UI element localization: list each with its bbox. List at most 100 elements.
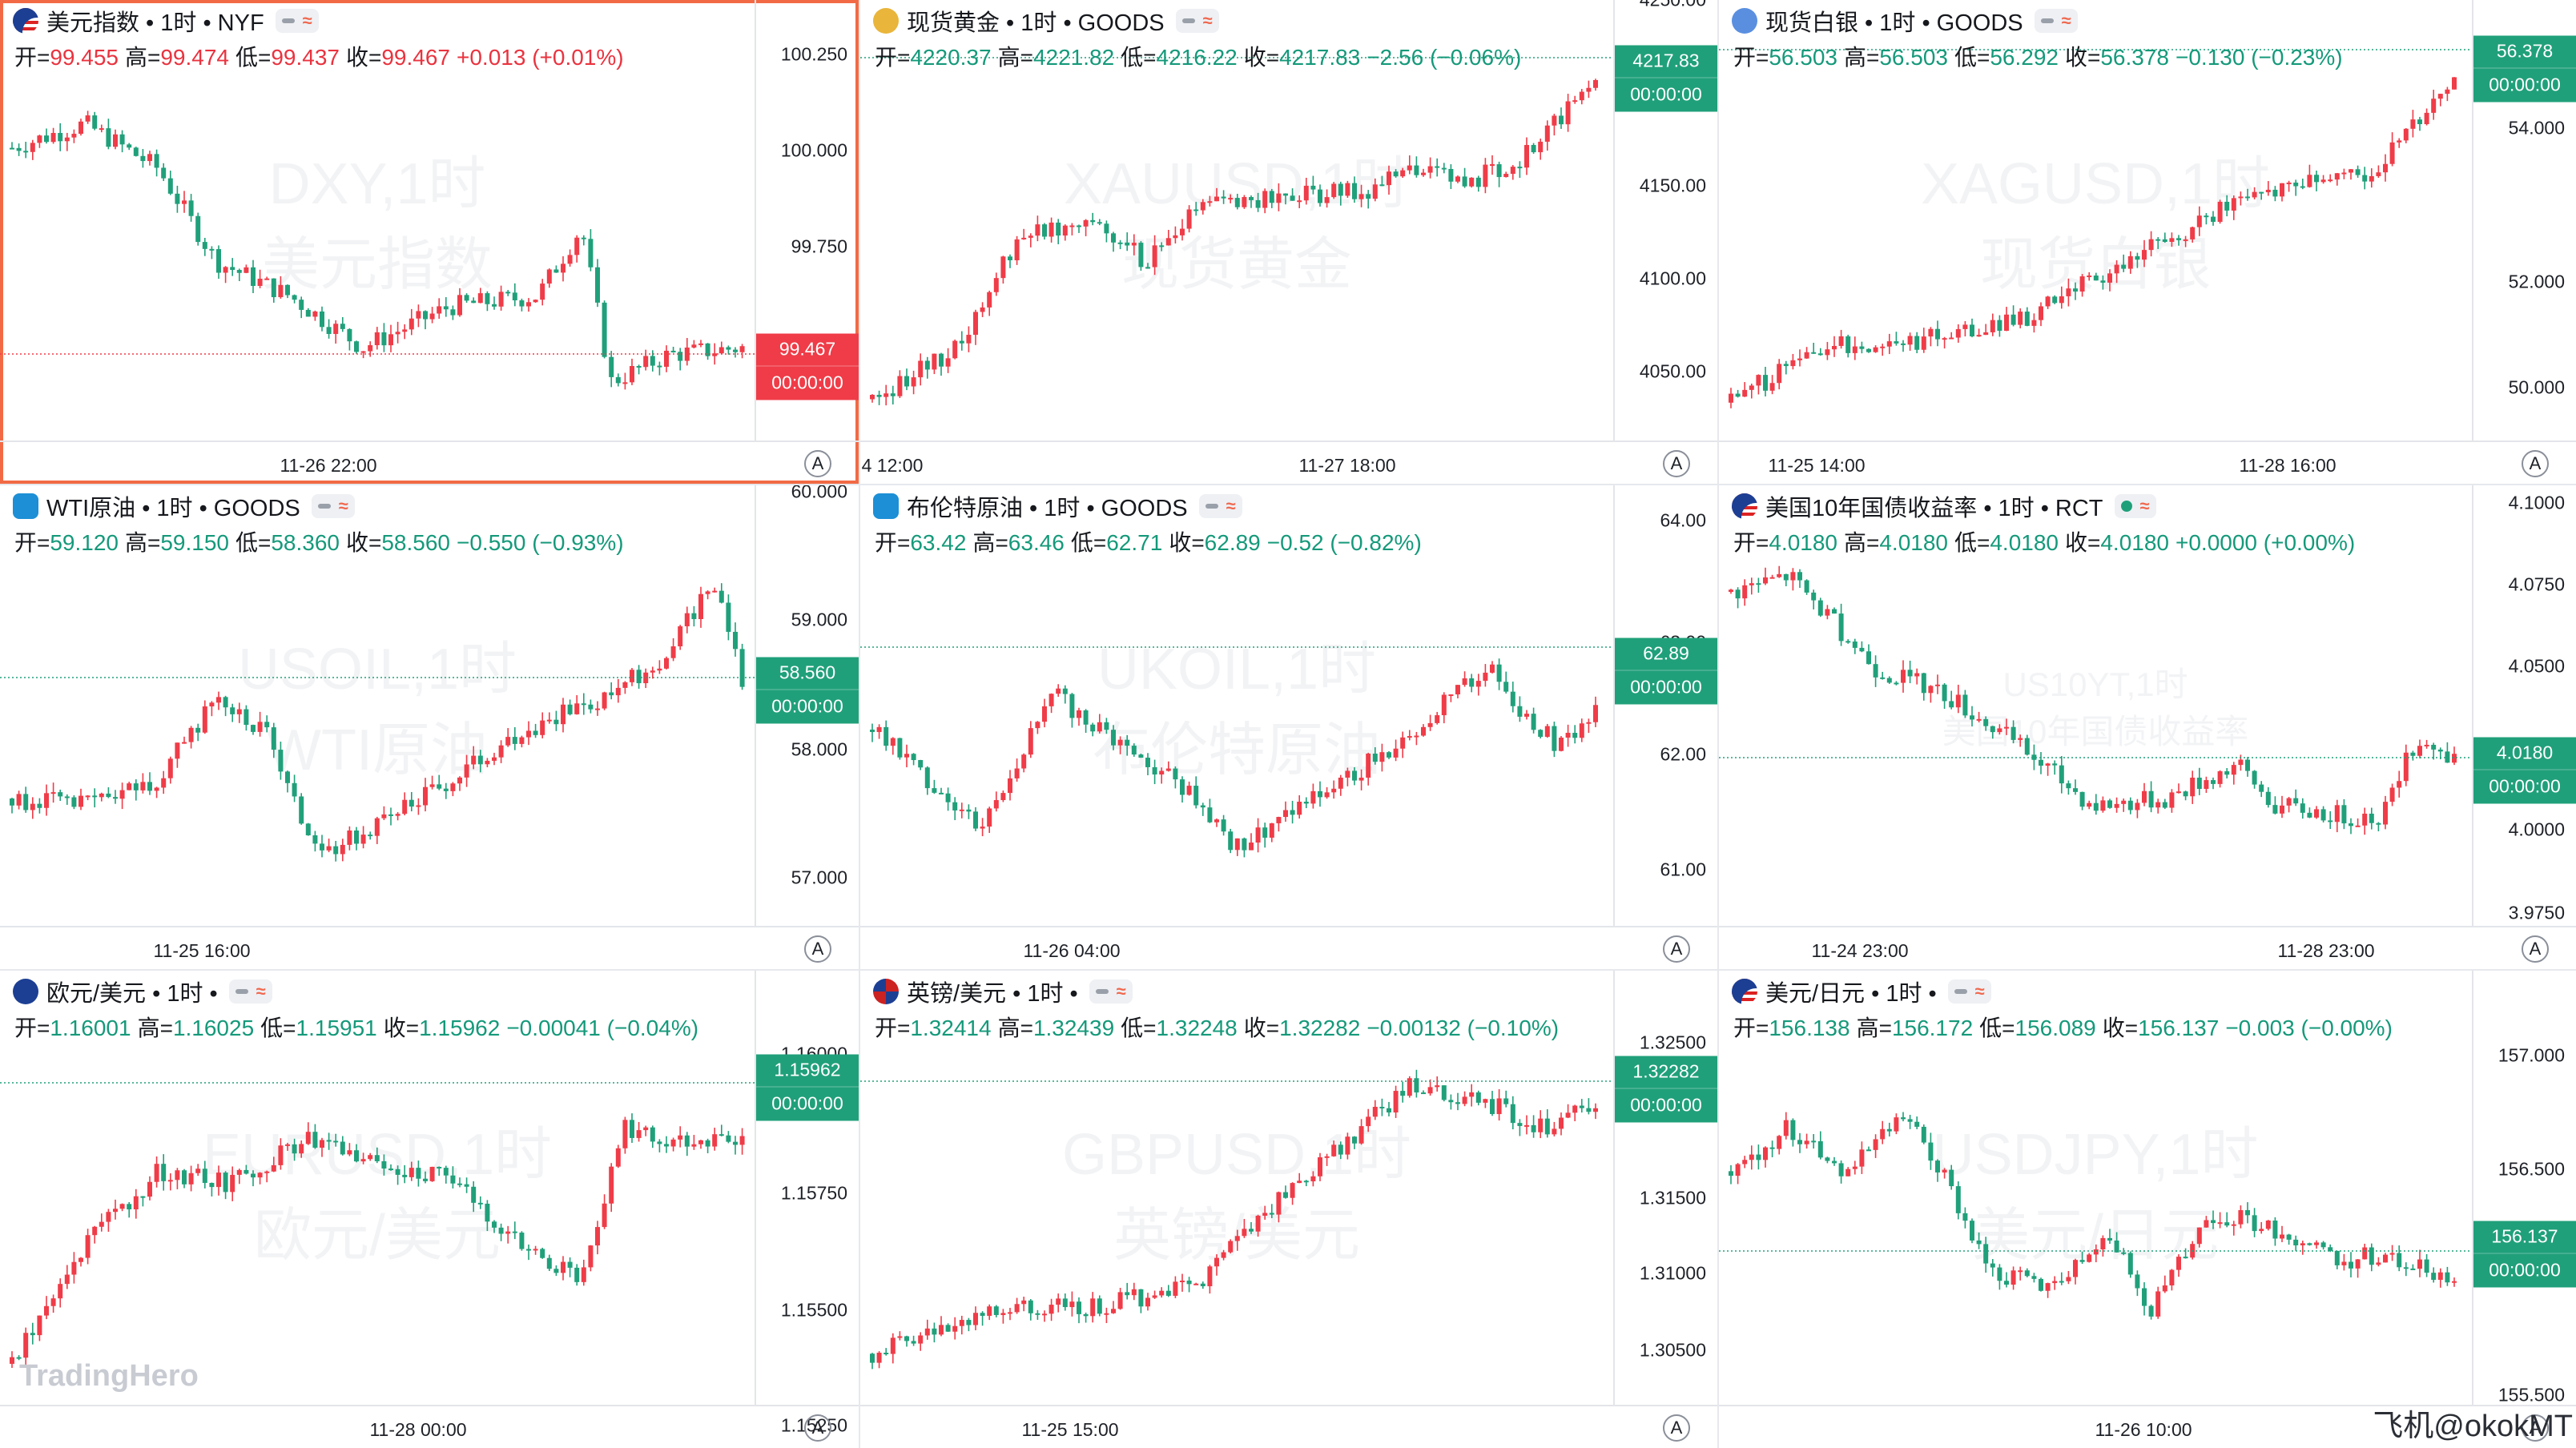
indicator-toggles[interactable]: ≈ — [1947, 979, 1991, 1004]
symbol-title[interactable]: 英镑/美元 • 1时 • — [907, 981, 1078, 1007]
auto-scale-button[interactable]: A — [2522, 935, 2549, 963]
chart-panel-dxy[interactable]: DXY,1时 美元指数 美元指数 • 1时 • NYF ≈ 开=99.455 高=99.4… — [0, 0, 859, 484]
wave-icon[interactable]: ≈ — [2061, 10, 2071, 30]
symbol-header[interactable]: 英镑/美元 • 1时 • ≈ — [873, 975, 1133, 1008]
visibility-toggle-icon[interactable] — [2120, 501, 2132, 512]
indicator-toggles[interactable]: ≈ — [311, 494, 355, 518]
price-axis[interactable]: 1.32500 1.31500 1.31000 1.30500 1.32282 00:00… — [1613, 971, 1717, 1405]
symbol-title[interactable]: 美国10年国债收益率 • 1时 • RCT — [1765, 496, 2103, 521]
price-axis[interactable]: 60.000 59.000 58.000 57.000 58.560 00:00:00 — [755, 485, 859, 926]
wave-icon[interactable]: ≈ — [2139, 496, 2150, 516]
symbol-title[interactable]: WTI原油 • 1时 • GOODS — [46, 496, 300, 521]
visibility-toggle-icon[interactable] — [2040, 18, 2054, 23]
symbol-title[interactable]: 现货黄金 • 1时 • GOODS — [907, 10, 1165, 36]
chart-panel-us10y[interactable]: US10YT,1时 美国10年国债收益率 美国10年国债收益率 • 1时 • RCT… — [1719, 485, 2576, 969]
auto-scale-button[interactable]: A — [2522, 450, 2549, 477]
visibility-toggle-icon[interactable] — [1095, 989, 1109, 994]
symbol-title[interactable]: 布伦特原油 • 1时 • GOODS — [907, 496, 1188, 521]
indicator-toggles[interactable]: ≈ — [228, 979, 272, 1004]
time-axis[interactable]: 4 12:00 11-27 18:00 A — [860, 440, 1717, 484]
symbol-title[interactable]: 美元/日元 • 1时 • — [1765, 981, 1937, 1007]
price-axis[interactable]: 54.000 52.000 50.000 56.378 00:00:00 — [2472, 0, 2576, 440]
price-axis[interactable]: 4250.00 4150.00 4100.00 4050.00 4217.83 00:00… — [1613, 0, 1717, 440]
candlestick-plot[interactable]: EURUSD,1时 欧元/美元 — [0, 971, 755, 1405]
candle-body — [360, 1159, 366, 1162]
wave-icon[interactable]: ≈ — [338, 496, 348, 516]
candle-body — [423, 786, 428, 806]
symbol-title[interactable]: 欧元/美元 • 1时 • — [46, 981, 218, 1007]
visibility-toggle-icon[interactable] — [1205, 504, 1218, 509]
indicator-toggles[interactable]: ≈ — [2034, 9, 2078, 33]
symbol-title[interactable]: 美元指数 • 1时 • NYF — [46, 10, 264, 36]
candlestick-plot[interactable]: USOIL,1时 WTI原油 — [0, 485, 755, 926]
auto-scale-button[interactable]: A — [804, 935, 831, 963]
symbol-header[interactable]: 美元指数 • 1时 • NYF ≈ — [13, 5, 319, 37]
wave-icon[interactable]: ≈ — [302, 10, 312, 30]
visibility-toggle-icon[interactable] — [1954, 989, 1967, 994]
candle-body — [2349, 1261, 2353, 1269]
symbol-header[interactable]: 欧元/美元 • 1时 • ≈ — [13, 975, 272, 1008]
time-axis[interactable]: 11-26 22:00 A — [0, 440, 859, 484]
auto-scale-button[interactable]: A — [1663, 1414, 1690, 1442]
candle-body — [2355, 169, 2361, 175]
time-axis[interactable]: 11-26 04:00 A — [860, 926, 1717, 969]
time-axis[interactable]: 11-28 00:00 A — [0, 1405, 859, 1448]
wave-icon[interactable]: ≈ — [1226, 496, 1236, 516]
candlestick-plot[interactable]: GBPUSD,1时 英镑/美元 — [860, 971, 1613, 1405]
indicator-toggles[interactable]: ≈ — [2114, 494, 2156, 518]
candle-body — [2293, 798, 2299, 804]
auto-scale-button[interactable]: A — [804, 1414, 831, 1442]
indicator-toggles[interactable]: ≈ — [275, 9, 319, 33]
time-axis[interactable]: 11-25 14:00 11-28 16:00 A — [1719, 440, 2576, 484]
indicator-toggles[interactable]: ≈ — [1089, 979, 1133, 1004]
candlestick-plot[interactable]: UKOIL,1时 布伦特原油 — [860, 485, 1613, 926]
candle-body — [278, 1145, 284, 1165]
auto-scale-button[interactable]: A — [2522, 1414, 2549, 1442]
candlestick-plot[interactable]: US10YT,1时 美国10年国债收益率 — [1719, 485, 2472, 926]
chart-panel-usdjpy[interactable]: USDJPY,1时 美元/日元 美元/日元 • 1时 • ≈ 开=156.138 高=15… — [1719, 971, 2576, 1448]
candle-body — [1579, 723, 1584, 738]
symbol-header[interactable]: 美国10年国债收益率 • 1时 • RCT ≈ — [1732, 490, 2156, 522]
auto-scale-button[interactable]: A — [1663, 450, 1690, 477]
visibility-toggle-icon[interactable] — [281, 18, 295, 23]
time-axis[interactable]: 11-25 16:00 A — [0, 926, 859, 969]
chart-panel-brent[interactable]: UKOIL,1时 布伦特原油 布伦特原油 • 1时 • GOODS ≈ 开=63.42 高… — [860, 485, 1717, 969]
chart-panel-gbpusd[interactable]: GBPUSD,1时 英镑/美元 英镑/美元 • 1时 • ≈ 开=1.32414 高=1.… — [860, 971, 1717, 1448]
symbol-header[interactable]: WTI原油 • 1时 • GOODS ≈ — [13, 490, 355, 522]
auto-scale-button[interactable]: A — [804, 450, 831, 477]
symbol-header[interactable]: 现货白银 • 1时 • GOODS ≈ — [1732, 5, 2078, 37]
chart-panel-eurusd[interactable]: EURUSD,1时 欧元/美元 欧元/美元 • 1时 • ≈ 开=1.16001 高=1.… — [0, 971, 859, 1448]
chart-panel-wti[interactable]: USOIL,1时 WTI原油 WTI原油 • 1时 • GOODS ≈ 开=59.120… — [0, 485, 859, 969]
price-axis[interactable]: 157.000 156.500 155.500 156.137 00:00:00 — [2472, 971, 2576, 1406]
candlestick-plot[interactable]: DXY,1时 美元指数 — [0, 0, 755, 440]
candlestick-plot[interactable]: XAGUSD,1时 现货白银 — [1719, 0, 2472, 440]
time-axis[interactable]: 11-25 15:00 A — [860, 1405, 1717, 1448]
wave-icon[interactable]: ≈ — [1202, 10, 1213, 30]
visibility-toggle-icon[interactable] — [317, 504, 331, 509]
chart-panel-silver[interactable]: XAGUSD,1时 现货白银 现货白银 • 1时 • GOODS ≈ 开=56.503 高… — [1719, 0, 2576, 484]
wave-icon[interactable]: ≈ — [1974, 981, 1985, 1001]
indicator-toggles[interactable]: ≈ — [1198, 494, 1242, 518]
time-axis[interactable]: 11-26 10:00 A — [1719, 1405, 2576, 1448]
time-tick-label: 11-28 00:00 — [369, 1419, 467, 1440]
chart-panel-gold[interactable]: XAUUSD,1时 现货黄金 现货黄金 • 1时 • GOODS ≈ 开=4220.37… — [860, 0, 1717, 484]
price-axis[interactable]: 4.10004.07504.05004.02504.00003.97504.01… — [2472, 485, 2576, 926]
candle-body — [1873, 347, 1878, 352]
symbol-header[interactable]: 美元/日元 • 1时 • ≈ — [1732, 975, 1991, 1008]
symbol-title[interactable]: 现货白银 • 1时 • GOODS — [1765, 10, 2023, 36]
candlestick-plot[interactable]: XAUUSD,1时 现货黄金 — [860, 0, 1613, 440]
time-axis[interactable]: 11-24 23:00 11-28 23:00 A — [1719, 926, 2576, 969]
candle-body — [416, 805, 421, 807]
indicator-toggles[interactable]: ≈ — [1175, 9, 1219, 33]
visibility-toggle-icon[interactable] — [235, 989, 248, 994]
candlestick-plot[interactable]: USDJPY,1时 美元/日元 — [1719, 971, 2472, 1405]
symbol-header[interactable]: 布伦特原油 • 1时 • GOODS ≈ — [873, 490, 1242, 522]
visibility-toggle-icon[interactable] — [1181, 18, 1195, 23]
wave-icon[interactable]: ≈ — [256, 981, 266, 1001]
wave-icon[interactable]: ≈ — [1116, 981, 1126, 1001]
auto-scale-button[interactable]: A — [1663, 935, 1690, 963]
price-axis[interactable]: 1.16000 1.15750 1.15500 1.15250 1.15962 00:00… — [755, 971, 859, 1436]
symbol-header[interactable]: 现货黄金 • 1时 • GOODS ≈ — [873, 5, 1219, 37]
